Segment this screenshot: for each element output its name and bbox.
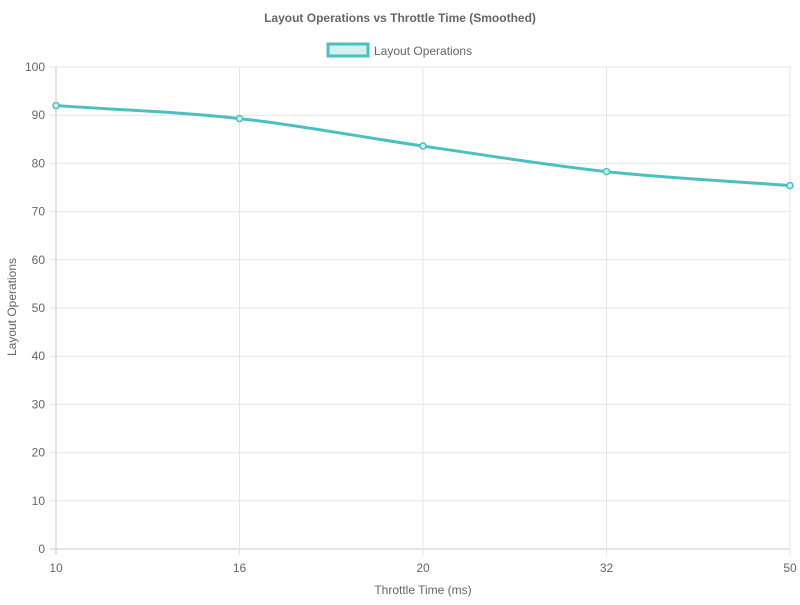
y-tick-label: 50 [32,301,46,315]
x-tick-label: 16 [233,561,247,575]
y-tick-label: 0 [38,542,45,556]
y-tick-label: 80 [32,156,46,170]
x-tick-label: 10 [49,561,63,575]
legend[interactable]: Layout Operations [326,42,472,58]
y-tick-label: 100 [25,60,45,74]
x-tick-label: 32 [600,561,614,575]
y-tick-label: 20 [32,446,46,460]
x-axis-label: Throttle Time (ms) [374,583,471,597]
data-point[interactable] [419,142,427,150]
legend-swatch [326,42,370,58]
x-tick-label: 20 [416,561,430,575]
y-tick-label: 60 [32,253,46,267]
data-point[interactable] [786,181,794,190]
grid-lines [50,66,791,555]
x-tick-label: 50 [783,561,797,575]
y-axis-label: Layout Operations [5,258,19,356]
y-tick-label: 10 [32,494,46,508]
x-axis-ticks: 10 16 20 32 50 [49,561,797,575]
series-layout-operations [52,101,794,190]
data-point[interactable] [235,114,244,123]
y-tick-label: 40 [32,349,46,363]
y-axis-ticks: 0 10 20 30 40 50 60 70 80 90 100 [25,60,45,556]
y-tick-label: 90 [32,108,46,122]
y-tick-label: 30 [32,397,46,411]
y-tick-label: 70 [32,205,46,219]
legend-label: Layout Operations [374,44,472,58]
chart-title: Layout Operations vs Throttle Time (Smoo… [264,11,536,25]
data-point[interactable] [602,167,611,176]
data-point[interactable] [52,101,60,110]
